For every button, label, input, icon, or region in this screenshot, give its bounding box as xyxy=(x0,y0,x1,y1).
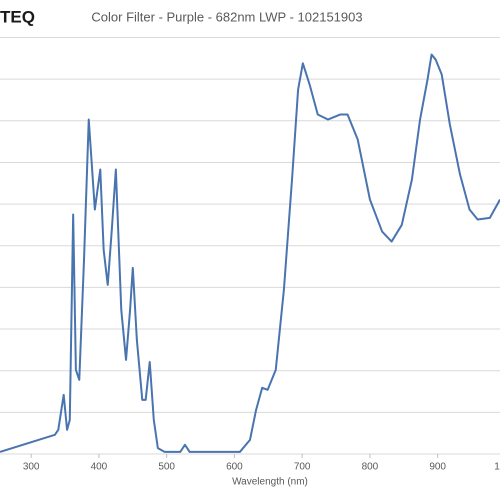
x-tick-label: 300 xyxy=(23,462,40,473)
x-tick-label: 500 xyxy=(158,462,175,473)
chart-title: Color Filter - Purple - 682nm LWP - 1021… xyxy=(91,9,362,24)
logo: TEQ xyxy=(0,7,35,26)
x-tick-label: 900 xyxy=(429,462,446,473)
x-tick-label: 800 xyxy=(362,462,379,473)
x-tick-label: 600 xyxy=(226,462,243,473)
series-line xyxy=(0,53,500,453)
x-tick-label: 400 xyxy=(91,462,108,473)
x-axis-title: Wavelength (nm) xyxy=(232,477,308,488)
x-tick-label: 1000 xyxy=(494,462,500,473)
x-tick-label: 700 xyxy=(294,462,311,473)
